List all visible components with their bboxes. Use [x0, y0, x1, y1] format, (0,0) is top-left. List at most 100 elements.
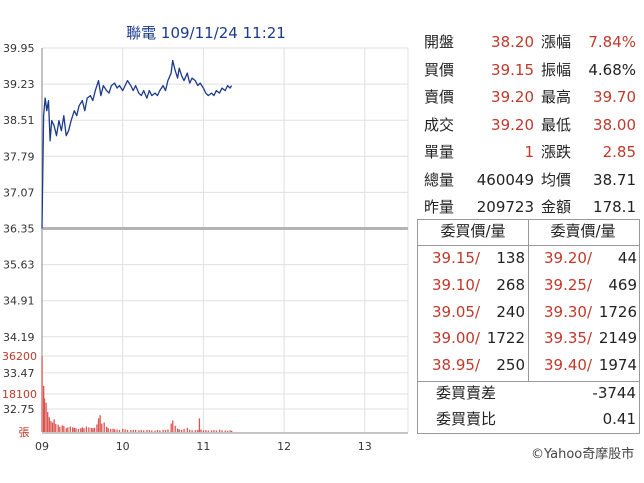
volume-bar — [191, 430, 193, 432]
volume-tick-label: 18100 — [2, 388, 37, 401]
volume-bar — [99, 415, 101, 432]
quote-value: 460049 — [476, 170, 534, 189]
chart-title: 聯電 109/11/24 11:21 — [126, 24, 286, 42]
price-tick-label: 35.63 — [3, 259, 35, 272]
quote-value: 38.20 — [491, 33, 534, 51]
volume-bar — [105, 426, 108, 432]
bid-ask-diff-label: 委買賣差 — [436, 384, 497, 402]
quote-label: 成交 — [424, 115, 455, 134]
bid-header: 委買價/量 — [440, 222, 506, 240]
quote-label: 均價 — [541, 170, 572, 189]
volume-bar — [116, 429, 118, 432]
grid-layer — [41, 47, 409, 434]
volume-bar — [43, 398, 46, 432]
bid-volume: 138 — [496, 249, 525, 267]
volume-bar — [96, 424, 98, 432]
volume-bar — [176, 428, 179, 432]
volume-bar — [126, 429, 129, 432]
volume-bar — [48, 417, 50, 432]
price-tick-label: 38.51 — [3, 114, 35, 127]
time-tick-label: 13 — [358, 440, 372, 453]
bid-ask-ratio-label: 委買賣比 — [436, 410, 497, 428]
price-tick-label: 33.47 — [3, 367, 35, 380]
volume-bar — [181, 429, 183, 432]
bid-volume: 250 — [496, 356, 525, 375]
volume-bar — [50, 421, 52, 432]
volume-bar — [63, 426, 65, 432]
volume-bar — [118, 429, 121, 432]
quote-label: 最低 — [541, 115, 572, 134]
time-tick-label: 10 — [116, 440, 130, 453]
volume-bar — [103, 422, 105, 432]
volume-bar — [170, 423, 172, 432]
bid-price: 39.05/ — [432, 302, 480, 321]
volume-bar — [41, 356, 43, 432]
volume-bar — [164, 430, 167, 432]
quote-label: 總量 — [424, 170, 455, 189]
ask-header: 委賣價/量 — [550, 222, 616, 240]
volume-bar — [224, 430, 226, 432]
volume-bar — [55, 424, 57, 432]
quote-value: 39.15 — [491, 60, 534, 79]
volume-bar — [83, 428, 85, 432]
volume-bar — [72, 427, 74, 432]
bid-volume: 268 — [496, 275, 525, 294]
quote-value: 39.20 — [491, 88, 534, 106]
ask-price: 39.40/ — [544, 356, 592, 375]
quote-value: 4.68% — [588, 60, 636, 79]
volume-bar — [189, 429, 191, 432]
volume-bar — [174, 425, 176, 432]
volume-bar — [183, 428, 185, 432]
time-tick-label: 12 — [277, 440, 291, 453]
volume-bar — [112, 428, 114, 432]
ask-volume: 44 — [617, 249, 637, 267]
quote-value: 178.1 — [593, 198, 636, 216]
volume-bar — [85, 426, 88, 432]
bid-price: 38.95/ — [432, 356, 480, 375]
volume-bar — [197, 429, 199, 432]
quote-label: 開盤 — [424, 33, 455, 51]
quote-value: 39.20 — [491, 115, 534, 134]
volume-bar — [43, 385, 45, 432]
volume-bar — [67, 427, 69, 432]
volume-bar — [213, 430, 215, 432]
quote-label: 買價 — [424, 60, 455, 79]
quote-value: 2.85 — [602, 143, 636, 161]
volume-unit-label: 張 — [19, 426, 30, 439]
volume-bar — [143, 430, 145, 432]
volume-bar — [156, 430, 159, 432]
volume-bar — [88, 427, 90, 432]
price-tick-label: 37.79 — [3, 150, 35, 163]
volume-bar — [205, 430, 207, 432]
volume-bar — [215, 430, 218, 432]
price-tick-label: 34.19 — [3, 331, 35, 344]
volume-bar — [51, 422, 54, 432]
volume-bar — [77, 428, 80, 432]
volume-bar — [114, 429, 116, 432]
quote-label: 昨量 — [424, 198, 455, 216]
volume-bar — [186, 427, 188, 432]
order-book-divider — [418, 381, 639, 382]
volume-bar — [47, 412, 49, 432]
volume-bar — [59, 426, 61, 432]
volume-bar — [45, 402, 47, 432]
volume-bar — [229, 430, 231, 432]
volume-bar — [146, 429, 148, 432]
volume-bar — [124, 429, 126, 432]
volume-bar — [154, 430, 156, 432]
quote-label: 漲幅 — [541, 33, 572, 51]
bid-price: 39.15/ — [432, 249, 480, 267]
quote-label: 金額 — [541, 198, 572, 216]
volume-bar — [93, 427, 96, 432]
ask-volume: 2149 — [598, 329, 637, 348]
ask-price: 39.30/ — [544, 302, 592, 321]
ask-volume: 1726 — [598, 302, 637, 321]
order-book — [417, 219, 640, 434]
bid-price: 39.10/ — [432, 275, 480, 294]
volume-bar — [81, 427, 84, 432]
volume-bar — [210, 430, 213, 432]
ask-volume: 469 — [608, 275, 637, 294]
volume-bars — [41, 356, 233, 432]
volume-bar — [151, 430, 153, 432]
quote-label: 單量 — [424, 143, 455, 161]
